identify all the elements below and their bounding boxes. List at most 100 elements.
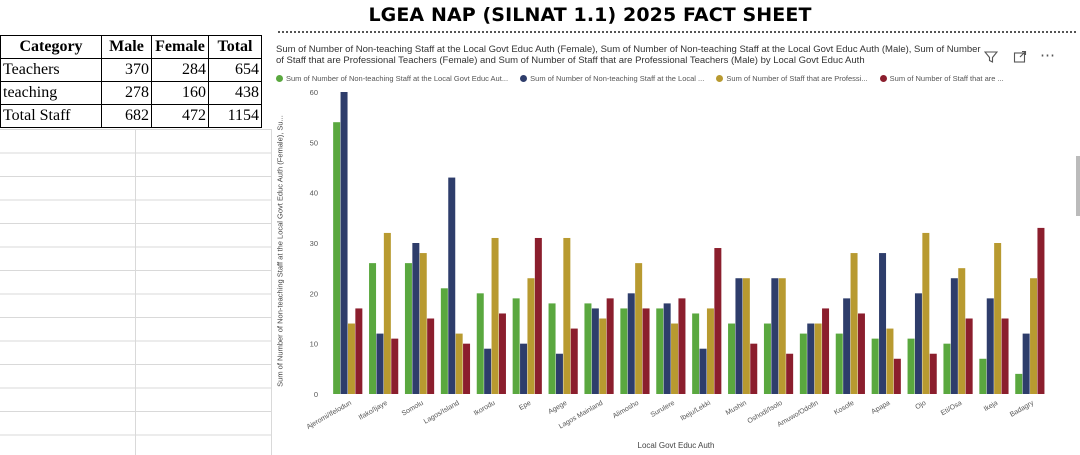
- bar[interactable]: [1037, 227, 1045, 394]
- bar[interactable]: [678, 298, 686, 394]
- legend-item[interactable]: Sum of Number of Staff that are Professi…: [716, 74, 868, 83]
- bar[interactable]: [455, 333, 463, 394]
- bar[interactable]: [355, 308, 363, 394]
- bar[interactable]: [871, 338, 879, 394]
- legend-item[interactable]: Sum of Number of Non-teaching Staff at t…: [276, 74, 508, 83]
- bar[interactable]: [835, 333, 843, 394]
- bar[interactable]: [914, 293, 922, 394]
- bar[interactable]: [570, 328, 578, 394]
- bar[interactable]: [814, 323, 822, 394]
- cell-female[interactable]: 284: [151, 58, 209, 82]
- bar[interactable]: [642, 308, 650, 394]
- bar[interactable]: [893, 358, 901, 394]
- chart-panel[interactable]: Sum of Number of Non-teaching Staff at t…: [272, 36, 1080, 455]
- cell-male[interactable]: 278: [101, 81, 152, 105]
- bar[interactable]: [771, 278, 779, 394]
- cell-category[interactable]: Total Staff: [0, 104, 102, 128]
- bar[interactable]: [886, 328, 894, 394]
- bar[interactable]: [555, 353, 563, 394]
- bar[interactable]: [404, 263, 412, 394]
- bar[interactable]: [599, 318, 607, 395]
- bar[interactable]: [907, 338, 915, 394]
- bar[interactable]: [412, 243, 420, 394]
- bar[interactable]: [520, 343, 528, 394]
- scrollbar[interactable]: [1076, 156, 1080, 216]
- bar[interactable]: [763, 323, 771, 394]
- bar[interactable]: [929, 353, 937, 394]
- bar[interactable]: [735, 278, 743, 394]
- bar[interactable]: [427, 318, 435, 395]
- bar[interactable]: [383, 232, 391, 394]
- bar[interactable]: [958, 268, 966, 394]
- bar[interactable]: [635, 263, 643, 394]
- bar[interactable]: [347, 323, 355, 394]
- bar[interactable]: [548, 303, 556, 394]
- bar[interactable]: [606, 298, 614, 394]
- bar[interactable]: [663, 303, 671, 394]
- bar[interactable]: [419, 253, 427, 394]
- bar[interactable]: [799, 333, 807, 394]
- cell-female[interactable]: 472: [151, 104, 209, 128]
- bar[interactable]: [333, 122, 341, 394]
- bar[interactable]: [527, 278, 535, 394]
- bar[interactable]: [498, 313, 506, 394]
- bar[interactable]: [463, 343, 471, 394]
- bar[interactable]: [440, 288, 448, 394]
- filter-icon[interactable]: [983, 50, 999, 67]
- more-options-icon[interactable]: ⋯: [1040, 47, 1056, 64]
- bar[interactable]: [627, 293, 635, 394]
- bar[interactable]: [448, 177, 456, 394]
- bar[interactable]: [714, 248, 722, 394]
- bar[interactable]: [750, 343, 758, 394]
- bar[interactable]: [584, 303, 592, 394]
- bar[interactable]: [563, 237, 571, 394]
- bar[interactable]: [786, 353, 794, 394]
- bar[interactable]: [534, 237, 542, 394]
- cell-total[interactable]: 1154: [208, 104, 262, 128]
- cell-total[interactable]: 438: [208, 81, 262, 105]
- bar[interactable]: [706, 308, 714, 394]
- header-category[interactable]: Category: [0, 35, 102, 59]
- legend-item[interactable]: Sum of Number of Non-teaching Staff at t…: [520, 74, 704, 83]
- bar[interactable]: [620, 308, 628, 394]
- cell-total[interactable]: 654: [208, 58, 262, 82]
- bar[interactable]: [965, 318, 973, 395]
- bar[interactable]: [986, 298, 994, 394]
- bar[interactable]: [699, 348, 707, 394]
- header-male[interactable]: Male: [101, 35, 152, 59]
- bar[interactable]: [491, 237, 499, 394]
- cell-category[interactable]: Teachers: [0, 58, 102, 82]
- cell-category[interactable]: teaching: [0, 81, 102, 105]
- bar[interactable]: [850, 253, 858, 394]
- bar[interactable]: [1030, 278, 1038, 394]
- cell-female[interactable]: 160: [151, 81, 209, 105]
- bar[interactable]: [994, 243, 1002, 394]
- bar[interactable]: [857, 313, 865, 394]
- bar[interactable]: [778, 278, 786, 394]
- bar[interactable]: [656, 308, 664, 394]
- bar[interactable]: [484, 348, 492, 394]
- bar[interactable]: [369, 263, 377, 394]
- bar[interactable]: [843, 298, 851, 394]
- legend-item[interactable]: Sum of Number of Staff that are ...: [879, 74, 1004, 83]
- header-total[interactable]: Total: [208, 35, 262, 59]
- bar[interactable]: [391, 338, 399, 394]
- bar[interactable]: [1022, 333, 1030, 394]
- bar[interactable]: [340, 92, 348, 394]
- bar[interactable]: [822, 308, 830, 394]
- cell-male[interactable]: 370: [101, 58, 152, 82]
- bar[interactable]: [922, 232, 930, 394]
- bar[interactable]: [376, 333, 384, 394]
- cell-male[interactable]: 682: [101, 104, 152, 128]
- bar[interactable]: [1001, 318, 1009, 395]
- bar[interactable]: [671, 323, 679, 394]
- bar[interactable]: [591, 308, 599, 394]
- header-female[interactable]: Female: [151, 35, 209, 59]
- bar[interactable]: [476, 293, 484, 394]
- bar[interactable]: [1015, 373, 1023, 394]
- bar[interactable]: [728, 323, 736, 394]
- bar[interactable]: [807, 323, 815, 394]
- bar[interactable]: [943, 343, 951, 394]
- bar[interactable]: [512, 298, 520, 394]
- bar[interactable]: [692, 313, 700, 394]
